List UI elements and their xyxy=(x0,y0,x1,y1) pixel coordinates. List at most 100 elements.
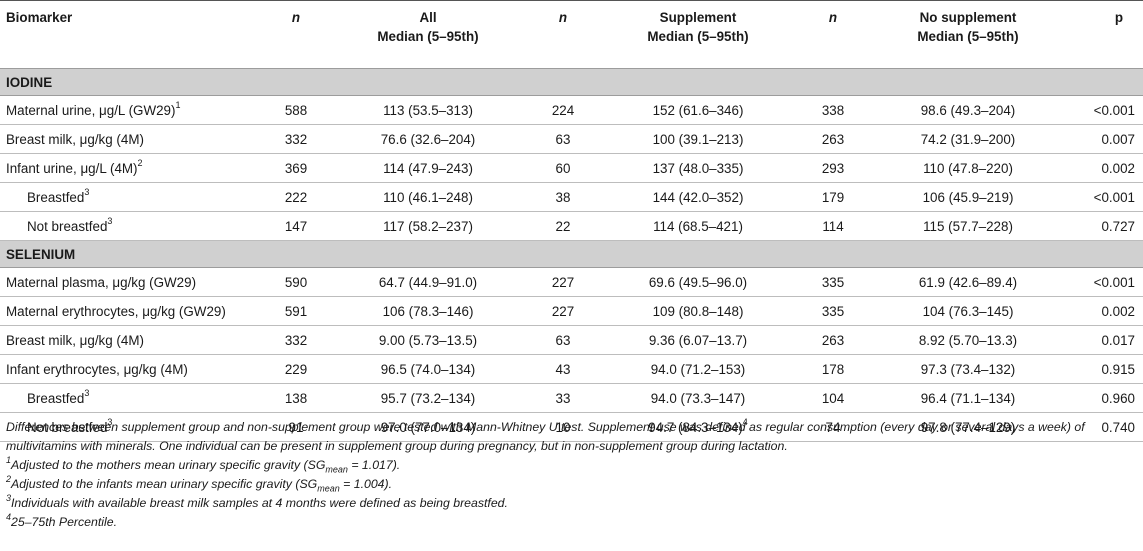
cell-n-no-supplement-value: 263 xyxy=(821,332,845,348)
footnote-marker: 3 xyxy=(107,216,113,227)
cell-all-median-value: 110 (46.1–248) xyxy=(383,189,473,205)
section-header-iodine: IODINE xyxy=(0,68,1143,96)
biomarker-label: Breast milk, μg/kg (4M) xyxy=(6,332,144,348)
cell-n-supplement: 227 xyxy=(516,267,610,297)
cell-n-supplement: 224 xyxy=(516,95,610,125)
section-title: IODINE xyxy=(0,68,1143,96)
cell-n-no-supplement: 74 xyxy=(786,412,880,442)
cell-n-supplement-value: 43 xyxy=(555,361,571,377)
header-supplement-line2: Median (5–95th) xyxy=(647,29,749,44)
cell-no-supplement-median-value: 74.2 (31.9–200) xyxy=(920,131,1016,147)
cell-supplement-median: 94.0 (73.3–147) xyxy=(610,383,786,413)
cell-p-value-value: 0.915 xyxy=(1101,361,1135,377)
table-row: Breast milk, μg/kg (4M) 332 9.00 (5.73–13.… xyxy=(0,325,1143,355)
biomarker-label: Breast milk, μg/kg (4M) xyxy=(6,131,144,147)
cell-all-median-value: 106 (78.3–146) xyxy=(382,303,474,319)
footnote-marker: 2 xyxy=(137,158,143,169)
cell-no-supplement-median: 104 (76.3–145) xyxy=(880,296,1056,326)
cell-n-supplement-value: 10 xyxy=(555,419,571,435)
cell-n-supplement-value: 224 xyxy=(551,102,575,118)
cell-n-all: 332 xyxy=(252,124,340,154)
cell-biomarker: Breastfed3 xyxy=(0,182,252,212)
footnote-2-marker: 2 xyxy=(6,473,12,484)
cell-n-supplement-value: 227 xyxy=(551,303,575,319)
cell-all-median: 64.7 (44.9–91.0) xyxy=(340,267,516,297)
cell-no-supplement-median-value: 115 (57.7–228) xyxy=(923,218,1013,234)
cell-all-median: 117 (58.2–237) xyxy=(340,211,516,241)
cell-p-value-value: 0.727 xyxy=(1101,218,1135,234)
table-row: Maternal plasma, μg/kg (GW29) 590 64.7 (44… xyxy=(0,267,1143,297)
cell-supplement-median-value: 94.0 (73.3–147) xyxy=(650,390,746,406)
cell-all-median-value: 113 (53.5–313) xyxy=(383,102,473,118)
cell-no-supplement-median-value: 8.92 (5.70–13.3) xyxy=(918,332,1018,348)
cell-n-no-supplement: 263 xyxy=(786,124,880,154)
note-main: Differences between supplement group and… xyxy=(6,420,1085,453)
cell-no-supplement-median: 110 (47.8–220) xyxy=(880,153,1056,183)
footnote-2-text: Adjusted to the infants mean urinary spe… xyxy=(11,477,318,491)
footnote-marker: 3 xyxy=(84,388,90,399)
cell-no-supplement-median: 97.3 (73.4–132) xyxy=(880,354,1056,384)
cell-supplement-median-value: 69.6 (49.5–96.0) xyxy=(648,274,748,290)
cell-n-no-supplement: 179 xyxy=(786,182,880,212)
cell-p-value: 0.017 xyxy=(1056,325,1143,355)
cell-n-all: 222 xyxy=(252,182,340,212)
cell-no-supplement-median: 74.2 (31.9–200) xyxy=(880,124,1056,154)
cell-p-value-value: <0.001 xyxy=(1093,274,1135,290)
cell-supplement-median: 152 (61.6–346) xyxy=(610,95,786,125)
cell-n-all: 369 xyxy=(252,153,340,183)
cell-n-supplement-value: 60 xyxy=(555,160,571,176)
cell-all-median: 96.5 (74.0–134) xyxy=(340,354,516,384)
biomarker-label: Not breastfed xyxy=(27,419,108,435)
cell-supplement-median: 94.0 (71.2–153) xyxy=(610,354,786,384)
cell-n-all-value: 332 xyxy=(284,332,308,348)
cell-biomarker: Infant urine, μg/L (4M)2 xyxy=(0,153,252,183)
cell-supplement-median-value: 94.7 (84.3–134) xyxy=(648,419,743,435)
cell-n-no-supplement-value: 335 xyxy=(821,303,845,319)
cell-no-supplement-median: 98.6 (49.3–204) xyxy=(880,95,1056,125)
cell-no-supplement-median-value: 96.4 (71.1–134) xyxy=(920,390,1016,406)
cell-biomarker: Maternal plasma, μg/kg (GW29) xyxy=(0,267,252,297)
cell-n-no-supplement: 114 xyxy=(786,211,880,241)
cell-p-value: 0.002 xyxy=(1056,153,1143,183)
cell-n-no-supplement-value: 178 xyxy=(821,361,845,377)
header-all-line2: Median (5–95th) xyxy=(377,29,479,44)
cell-n-no-supplement: 104 xyxy=(786,383,880,413)
cell-n-supplement: 60 xyxy=(516,153,610,183)
footnote-marker: 3 xyxy=(107,417,113,428)
cell-n-supplement: 22 xyxy=(516,211,610,241)
header-p: p xyxy=(1114,10,1123,25)
cell-no-supplement-median: 106 (45.9–219) xyxy=(880,182,1056,212)
header-all-line1: All xyxy=(419,10,437,25)
header-n-all: n xyxy=(291,10,301,25)
table-row: Breast milk, μg/kg (4M) 332 76.6 (32.6–204… xyxy=(0,124,1143,154)
header-no-supplement: No supplement Median (5–95th) xyxy=(880,1,1056,69)
cell-no-supplement-median: 8.92 (5.70–13.3) xyxy=(880,325,1056,355)
cell-n-all-value: 369 xyxy=(284,160,308,176)
cell-no-supplement-median-value: 97.3 (73.4–132) xyxy=(920,361,1016,377)
cell-n-no-supplement-value: 263 xyxy=(821,131,845,147)
footnote-3: 3Individuals with available breast milk … xyxy=(6,493,1136,513)
cell-n-supplement: 38 xyxy=(516,182,610,212)
footnote-1-value: = 1.017). xyxy=(347,458,401,472)
cell-all-median: 106 (78.3–146) xyxy=(340,296,516,326)
cell-biomarker: Breast milk, μg/kg (4M) xyxy=(0,124,252,154)
cell-supplement-median-value: 137 (48.0–335) xyxy=(652,160,744,176)
cell-no-supplement-median: 115 (57.7–228) xyxy=(880,211,1056,241)
cell-n-all: 91 xyxy=(252,412,340,442)
cell-n-all: 147 xyxy=(252,211,340,241)
cell-no-supplement-median: 96.4 (71.1–134) xyxy=(880,383,1056,413)
cell-biomarker: Not breastfed3 xyxy=(0,211,252,241)
cell-p-value-value: 0.007 xyxy=(1101,131,1135,147)
cell-n-no-supplement-value: 335 xyxy=(821,274,845,290)
cell-n-supplement-value: 38 xyxy=(555,189,571,205)
cell-all-median: 113 (53.5–313) xyxy=(340,95,516,125)
cell-no-supplement-median-value: 61.9 (42.6–89.4) xyxy=(918,274,1018,290)
cell-all-median: 110 (46.1–248) xyxy=(340,182,516,212)
cell-supplement-median: 100 (39.1–213) xyxy=(610,124,786,154)
cell-p-value: 0.002 xyxy=(1056,296,1143,326)
cell-n-no-supplement-value: 293 xyxy=(821,160,845,176)
cell-supplement-median: 69.6 (49.5–96.0) xyxy=(610,267,786,297)
cell-n-no-supplement: 293 xyxy=(786,153,880,183)
cell-all-median-value: 64.7 (44.9–91.0) xyxy=(378,274,478,290)
footnote-4: 425–75th Percentile. xyxy=(6,512,1136,532)
